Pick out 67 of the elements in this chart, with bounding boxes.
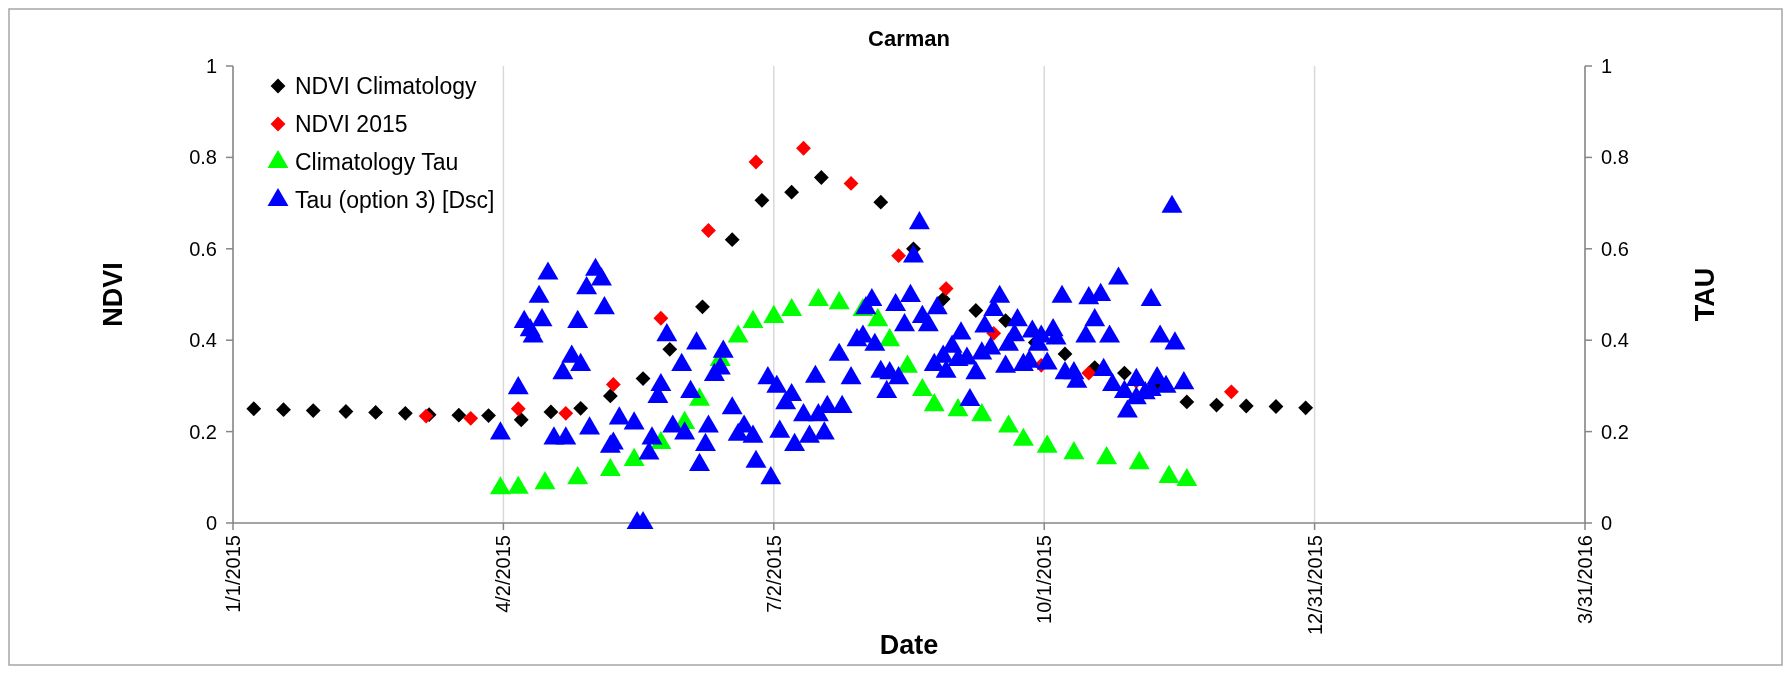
- x-tick-label: 12/31/2015: [1303, 535, 1326, 636]
- y2-tick-label: 1: [1601, 55, 1613, 77]
- point: [635, 371, 651, 386]
- point: [813, 170, 829, 185]
- point: [510, 401, 526, 417]
- point: [463, 410, 479, 426]
- point: [543, 404, 559, 420]
- point: [246, 401, 262, 417]
- point: [662, 341, 678, 357]
- x-tick-label: 3/31/2016: [1574, 535, 1596, 624]
- y2-tick-label: 0.2: [1601, 420, 1629, 443]
- point: [938, 281, 954, 296]
- point: [305, 403, 321, 418]
- y2-tick-label: 0.6: [1601, 237, 1629, 260]
- y-tick-label: 0.2: [189, 420, 217, 443]
- point: [784, 184, 800, 200]
- point: [701, 223, 716, 238]
- point: [276, 402, 291, 418]
- legend-label: NDVI Climatology: [295, 73, 477, 100]
- point: [481, 408, 496, 424]
- point: [748, 154, 764, 170]
- chart-title: Carman: [868, 26, 950, 51]
- y-tick-label: 0.6: [189, 237, 217, 260]
- point: [397, 405, 413, 421]
- point: [513, 412, 529, 428]
- point: [338, 404, 354, 419]
- point: [891, 248, 907, 264]
- point: [573, 400, 589, 416]
- y2-axis-title: TAU: [1690, 267, 1721, 322]
- point: [602, 388, 618, 404]
- point: [796, 140, 811, 156]
- point: [1238, 398, 1254, 414]
- x-tick-label: 7/2/2015: [762, 535, 785, 613]
- y2-tick-label: 0.4: [1601, 329, 1629, 352]
- point: [653, 310, 669, 326]
- point: [1179, 394, 1195, 410]
- point: [368, 404, 384, 420]
- point: [1268, 399, 1284, 414]
- x-axis-title: Date: [879, 630, 939, 660]
- point: [843, 176, 859, 191]
- y-axis-title: NDVI: [98, 262, 129, 327]
- y-tick-label: 0: [205, 512, 217, 534]
- point: [1057, 346, 1073, 362]
- y-tick-label: 0.8: [189, 146, 217, 169]
- legend-label: NDVI 2015: [295, 111, 408, 138]
- y-tick-label: 1: [205, 55, 217, 77]
- point: [558, 405, 574, 421]
- x-tick-label: 4/2/2015: [492, 535, 515, 613]
- point: [873, 194, 889, 210]
- point: [1223, 384, 1239, 400]
- point: [968, 303, 984, 318]
- legend-label: Climatology Tau: [295, 149, 459, 176]
- point: [724, 232, 740, 248]
- y-tick-label: 0.4: [189, 329, 217, 352]
- point: [754, 192, 770, 208]
- point: [1081, 365, 1097, 381]
- point: [451, 407, 467, 423]
- point: [605, 377, 621, 392]
- y2-tick-label: 0.8: [1601, 146, 1629, 169]
- point: [1298, 400, 1314, 416]
- y2-tick-label: 0: [1601, 512, 1613, 534]
- legend-label: Tau (option 3) [Dsc]: [295, 187, 495, 214]
- x-tick-label: 1/1/2015: [222, 535, 244, 613]
- x-tick-label: 10/1/2015: [1033, 535, 1056, 624]
- point: [1117, 365, 1132, 381]
- point: [1209, 397, 1224, 413]
- point: [695, 299, 710, 315]
